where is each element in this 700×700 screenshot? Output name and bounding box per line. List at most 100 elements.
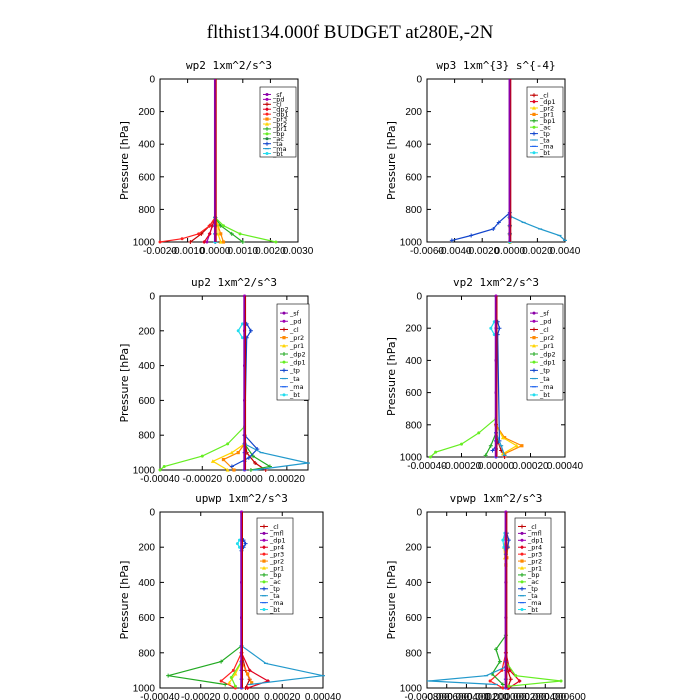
legend-box xyxy=(526,86,564,158)
data-point-pr3 xyxy=(231,668,235,672)
data-point-pr2 xyxy=(246,672,250,676)
data-point-pr2 xyxy=(236,451,240,455)
data-point-pr4 xyxy=(245,686,250,690)
legend-label: _cl xyxy=(539,326,549,334)
data-point-tp xyxy=(490,448,495,453)
data-point-tp xyxy=(229,464,234,469)
data-point-dp2 xyxy=(251,454,256,459)
legend-label: _dp1 xyxy=(269,537,286,545)
legend-marker xyxy=(532,106,536,110)
legend-box xyxy=(526,303,564,401)
x-tick-label: 0.00000 xyxy=(223,692,260,700)
legend-label: _ta xyxy=(272,140,283,148)
data-point-pd xyxy=(205,240,209,244)
legend-label: _pr3 xyxy=(269,550,284,558)
x-tick-label: 0.00040 xyxy=(305,692,342,700)
data-point-pr2 xyxy=(215,231,220,236)
data-point-pr2 xyxy=(250,681,254,685)
legend-marker xyxy=(520,580,524,584)
y-tick-label: 800 xyxy=(405,420,422,431)
y-axis-label: Pressure [hPa] xyxy=(118,121,131,200)
legend-label: _bt xyxy=(272,150,283,158)
y-tick-label: 600 xyxy=(138,613,155,624)
y-tick-label: 0 xyxy=(149,75,155,86)
data-point-pr1 xyxy=(229,231,234,236)
legend-label: _tp xyxy=(539,367,550,375)
x-tick-label: 0.0000 xyxy=(200,246,231,257)
x-tick-label: -0.0020 xyxy=(143,246,177,257)
data-point-bt xyxy=(489,326,493,330)
legend-label: _tp xyxy=(289,367,300,375)
legend-label: _pr3 xyxy=(527,550,542,558)
y-tick-label: 800 xyxy=(405,205,422,216)
legend-label: _pr2 xyxy=(539,334,554,342)
x-tick-label: 0.0020 xyxy=(255,246,286,257)
series-line-ta xyxy=(509,215,566,241)
legend-marker xyxy=(282,393,286,397)
legend-marker xyxy=(520,608,524,612)
data-point-pr1 xyxy=(210,459,215,463)
legend-marker xyxy=(532,125,536,129)
y-axis-label: Pressure [hPa] xyxy=(385,561,398,640)
legend-marker xyxy=(532,93,536,98)
legend-label: _sf xyxy=(272,91,283,99)
data-point-bp xyxy=(219,659,224,664)
data-point-ac xyxy=(559,679,563,683)
panel-title: upwp 1xm^2/s^3 xyxy=(195,492,288,505)
legend-label: _ma xyxy=(539,383,554,391)
data-point-pr2 xyxy=(218,240,223,244)
y-tick-label: 1000 xyxy=(400,453,423,464)
series-line-pr3 xyxy=(220,652,243,689)
legend-label: _pr1 xyxy=(539,342,554,350)
panel-title: wp2 1xm^2/s^3 xyxy=(186,59,272,72)
legend-marker xyxy=(262,586,266,591)
y-tick-label: 200 xyxy=(138,107,155,118)
data-point-bp xyxy=(223,682,228,687)
y-tick-label: 1000 xyxy=(133,238,156,249)
series-line-bp xyxy=(214,217,277,243)
legend-label: _bt xyxy=(289,391,300,399)
legend-marker xyxy=(262,524,266,529)
y-tick-label: 0 xyxy=(149,508,155,519)
legend-label: _ta xyxy=(269,592,280,600)
y-tick-label: 800 xyxy=(138,431,155,442)
legend-label: _cl xyxy=(539,92,549,100)
data-point-tp xyxy=(449,238,454,243)
data-point-cl xyxy=(508,677,513,682)
y-tick-label: 1000 xyxy=(400,684,423,695)
series-line-tp xyxy=(451,212,511,241)
data-point-cl xyxy=(253,461,258,466)
x-tick-label: 0.00000 xyxy=(226,474,263,485)
legend-marker xyxy=(520,524,524,529)
legend-marker xyxy=(532,393,536,397)
legend-marker xyxy=(282,343,286,348)
data-point-dp1 xyxy=(200,454,204,458)
data-point-dp1 xyxy=(158,468,162,472)
legend-marker xyxy=(282,360,286,364)
data-point-pr2 xyxy=(232,468,236,472)
y-tick-label: 800 xyxy=(138,205,155,216)
data-point-bp xyxy=(274,240,278,244)
legend: _sf_pd_cl_pr2_pr1_dp2_dp1_tp_ta_ma_bt xyxy=(526,303,564,401)
data-point-pr3 xyxy=(219,232,223,236)
data-point-dp2 xyxy=(210,223,215,228)
legend-label: _mfl xyxy=(269,530,284,538)
legend-label: _sf xyxy=(539,309,550,317)
data-point-tp xyxy=(243,541,248,546)
legend-marker xyxy=(520,572,524,577)
legend-label: _cl xyxy=(527,523,537,531)
legend-marker xyxy=(520,559,524,563)
legend-label: _bp xyxy=(272,130,285,138)
chart-panel-3: up2 1xm^2/s^3 0 200 400 600 800 1000-0.00040 -0… xyxy=(118,276,310,485)
legend-marker xyxy=(532,360,536,364)
x-tick-label: 0.000000 xyxy=(485,692,527,700)
x-tick-label: 0.0010 xyxy=(228,246,259,257)
legend-marker xyxy=(282,311,286,315)
data-point-pr1 xyxy=(240,240,245,244)
data-point-bp xyxy=(166,673,171,678)
legend-label: _dp2 xyxy=(272,106,289,114)
data-point-dp1 xyxy=(162,465,166,469)
legend-label: _pr1 xyxy=(539,111,554,119)
legend: _sf_pd_cl_pr2_pr1_dp2_dp1_tp_ta_ma_bt xyxy=(276,303,310,401)
y-tick-label: 400 xyxy=(405,578,422,589)
